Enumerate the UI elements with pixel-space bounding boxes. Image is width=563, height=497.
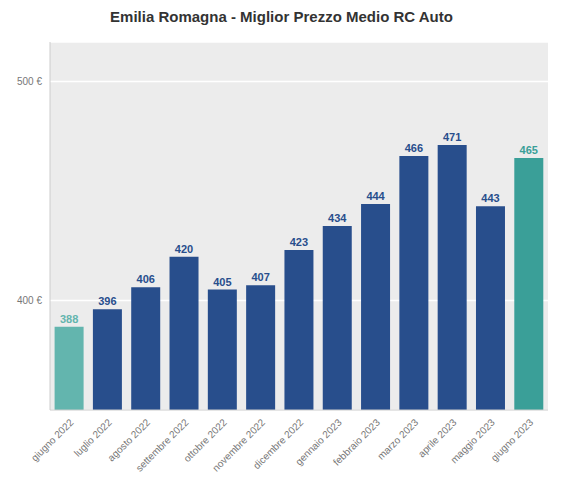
svg-text:396: 396 bbox=[98, 295, 116, 307]
svg-text:443: 443 bbox=[481, 192, 499, 204]
svg-text:420: 420 bbox=[175, 243, 193, 255]
svg-text:febbraio 2023: febbraio 2023 bbox=[331, 416, 382, 467]
svg-text:maggio 2023: maggio 2023 bbox=[448, 416, 497, 466]
svg-text:406: 406 bbox=[137, 273, 155, 285]
svg-text:ottobre 2022: ottobre 2022 bbox=[181, 416, 229, 465]
html-text:Emilia Romagna - Miglior Prezz: Emilia Romagna - Miglior Prezzo Medio RC… bbox=[110, 8, 453, 25]
svg-text:466: 466 bbox=[405, 142, 423, 154]
svg-text:luglio 2022: luglio 2022 bbox=[71, 416, 114, 459]
svg-text:novembre 2022: novembre 2022 bbox=[210, 416, 268, 474]
svg-text:444: 444 bbox=[366, 190, 385, 202]
svg-text:settembre 2022: settembre 2022 bbox=[134, 416, 191, 473]
svg-text:465: 465 bbox=[520, 144, 538, 156]
svg-text:agosto 2022: agosto 2022 bbox=[105, 416, 153, 464]
svg-text:gennaio 2023: gennaio 2023 bbox=[293, 416, 344, 468]
svg-text:400 €: 400 € bbox=[17, 295, 42, 306]
svg-text:dicembre 2022: dicembre 2022 bbox=[250, 416, 306, 472]
svg-text:423: 423 bbox=[290, 236, 308, 248]
svg-text:giugno 2023: giugno 2023 bbox=[489, 416, 536, 463]
svg-text:aprile 2023: aprile 2023 bbox=[415, 416, 459, 460]
svg-text:388: 388 bbox=[60, 313, 78, 325]
svg-text:marzo 2023: marzo 2023 bbox=[375, 416, 420, 461]
svg-text:giugno 2022: giugno 2022 bbox=[29, 416, 76, 463]
svg-text:407: 407 bbox=[251, 271, 269, 283]
svg-text:471: 471 bbox=[443, 131, 461, 143]
svg-text:500 €: 500 € bbox=[17, 76, 42, 87]
svg-text:405: 405 bbox=[213, 276, 231, 288]
svg-text:434: 434 bbox=[328, 212, 347, 224]
